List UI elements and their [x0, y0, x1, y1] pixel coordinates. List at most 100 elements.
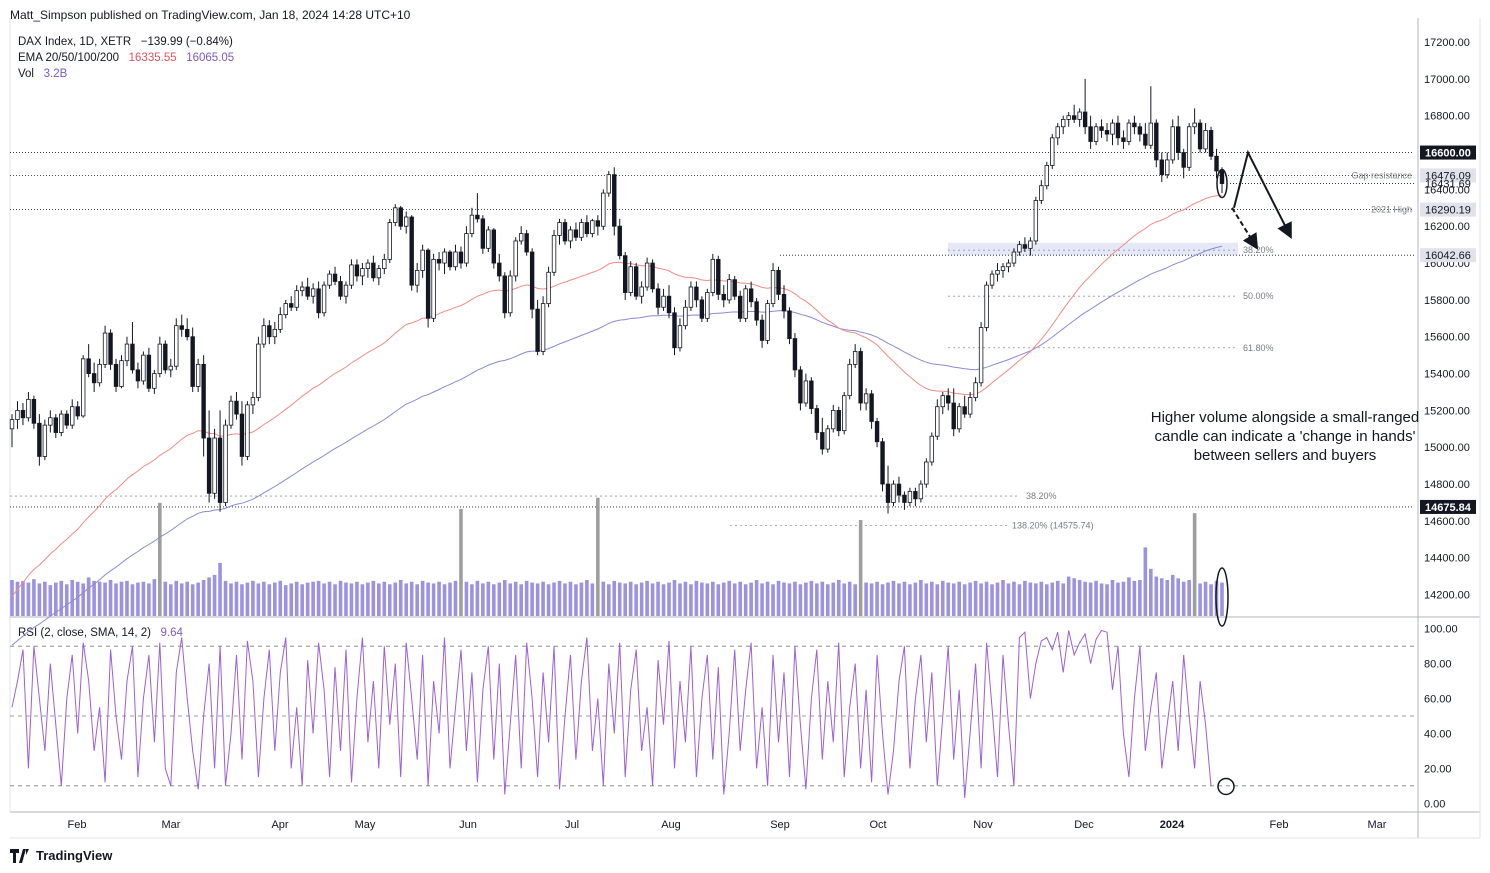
candle-body [518, 233, 524, 242]
volume-bar [984, 581, 989, 616]
volume-bar [727, 580, 732, 616]
candle-body [1137, 126, 1143, 135]
candle-body [880, 441, 885, 485]
price-tick-label: 15400.00 [1424, 369, 1470, 381]
volume-bar [278, 580, 283, 616]
volume-bar [634, 584, 638, 616]
candle-body [168, 365, 173, 371]
volume-bar [962, 584, 967, 616]
volume-bar [1083, 581, 1087, 616]
candle-body [809, 380, 814, 409]
volume-bar [1121, 581, 1126, 616]
candle-body [721, 293, 726, 301]
candle-body [1132, 122, 1137, 128]
tradingview-logo-icon [10, 848, 29, 863]
tradingview-footer[interactable]: TradingView [10, 848, 112, 863]
candle-body [847, 363, 852, 397]
candle-body [902, 494, 907, 503]
candle-body [223, 424, 228, 503]
volume-bar [43, 581, 47, 616]
volume-bar [776, 580, 781, 616]
volume-bar [574, 584, 578, 616]
candle-body [91, 373, 97, 384]
volume-bar [502, 580, 507, 616]
volume-bar [371, 580, 376, 616]
rsi-tick-label: 20.00 [1424, 763, 1452, 775]
volume-annotation-text: Higher volume alongside a small-ranged c… [1150, 409, 1420, 464]
candle-body [267, 325, 272, 338]
candle-body [787, 310, 792, 339]
volume-bar [1220, 582, 1224, 616]
candle-body [1186, 126, 1192, 168]
legend-ema-label[interactable]: EMA 20/50/100/200 [18, 52, 120, 64]
candle-body [743, 288, 748, 319]
volume-bar [858, 520, 863, 616]
candle-body [475, 214, 480, 220]
candle-body [316, 288, 321, 314]
ema-100-line [11, 245, 1223, 646]
candle-body [1181, 152, 1186, 168]
candle-body [1028, 240, 1033, 249]
volume-bar [847, 581, 852, 616]
candle-body [130, 343, 135, 371]
volume-bar [475, 580, 480, 616]
candle-body [885, 483, 891, 503]
volume-bar [519, 584, 523, 616]
volume-bar [174, 580, 179, 616]
legend-symbol[interactable]: DAX Index, 1D, XETR [18, 36, 132, 48]
rsi-tick-label: 40.00 [1424, 728, 1452, 740]
volume-bar [924, 583, 929, 616]
volume-bar [1099, 583, 1104, 616]
time-tick-label: 2024 [1160, 819, 1185, 831]
candle-body [935, 406, 940, 437]
candle-body [595, 220, 601, 227]
candle-body [261, 325, 267, 345]
candle-body [1214, 155, 1219, 172]
candle-body [283, 303, 288, 316]
price-tick-label: 14800.00 [1424, 479, 1470, 491]
volume-bar [119, 581, 124, 616]
candle-body [349, 264, 354, 286]
candle-body [371, 262, 376, 279]
volume-bar [179, 583, 184, 616]
candle-body [1203, 130, 1208, 150]
volume-bar [1132, 580, 1137, 616]
volume-bar [623, 583, 628, 616]
volume-bar [251, 580, 255, 616]
legend-rsi-label[interactable]: RSI (2, close, SMA, 14, 2) [18, 627, 151, 639]
candle-body [97, 363, 102, 384]
volume-bar [535, 583, 540, 616]
candle-body [1154, 122, 1159, 161]
price-tag-label: 14675.84 [1425, 502, 1472, 514]
candle-body [1219, 170, 1225, 184]
candle-body [365, 262, 371, 269]
volume-bar [606, 584, 611, 616]
price-tick-label: 14600.00 [1424, 516, 1470, 528]
volume-bar [919, 580, 923, 616]
volume-bar [716, 584, 721, 616]
price-tag-label: 16476.09 [1425, 170, 1471, 182]
candle-body [321, 284, 327, 314]
time-tick-label: Dec [1074, 819, 1094, 831]
price-tick-label: 17200.00 [1424, 37, 1470, 49]
volume-bar [152, 579, 157, 616]
time-tick-label: Oct [869, 819, 886, 831]
fib-level-label: 138.20% (14575.74) [1012, 520, 1094, 530]
rsi-circle [1217, 777, 1235, 796]
volume-bar [513, 581, 518, 616]
volume-bar [273, 582, 277, 616]
candle-body [146, 354, 152, 389]
candle-body [951, 402, 956, 430]
candle-body [978, 327, 984, 384]
volume-bar [1066, 576, 1071, 616]
volume-bar [1192, 513, 1197, 616]
price-tag-bg [1420, 248, 1476, 263]
legend-vol-label[interactable]: Vol [18, 68, 34, 80]
volume-bar [973, 580, 978, 616]
candle-body [770, 270, 776, 304]
volume-bar [415, 584, 419, 616]
volume-bar [787, 583, 792, 616]
rsi-tick-label: 80.00 [1424, 659, 1452, 671]
legend-rsi-row: RSI (2, close, SMA, 14, 2) 9.64 [18, 627, 183, 639]
